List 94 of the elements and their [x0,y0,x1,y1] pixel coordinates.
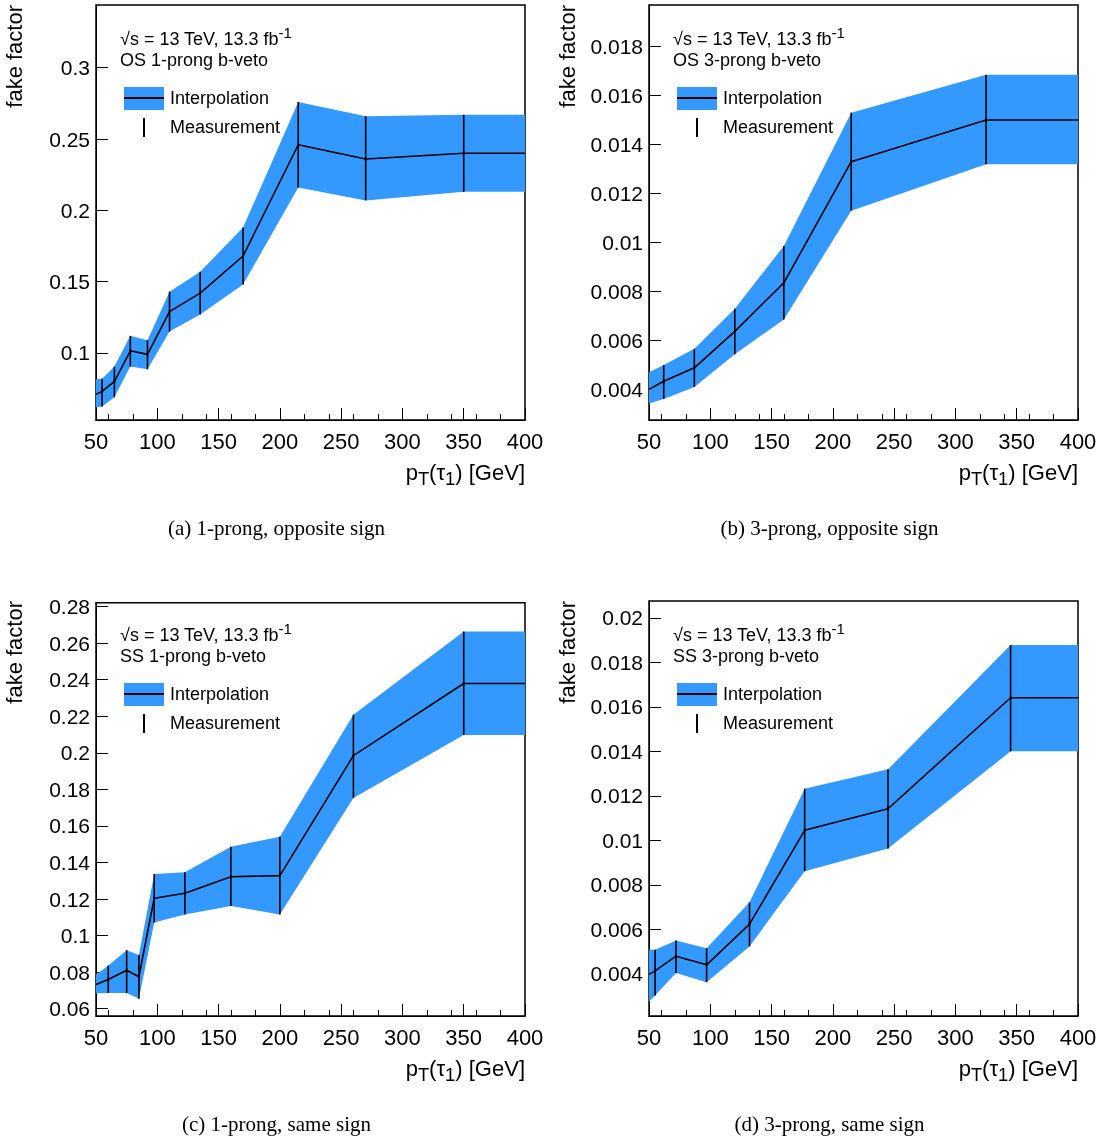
text: (d) 3-prong, same sign [733,1112,926,1136]
x-tick-label: 200 [261,428,299,454]
y-tick-label: 0.004 [590,377,644,401]
x-tick-label: 150 [200,428,237,454]
x-tick-label: 50 [636,428,662,454]
y-tick-label: 0.006 [590,328,643,352]
y-tick-label: 0.08 [49,960,90,984]
annotation: SS 1-prong b-veto [120,646,267,666]
legend-label: Interpolation [723,88,823,109]
x-tick-label: 250 [875,1024,913,1050]
y-tick-label: 0.12 [49,887,90,911]
annotation: SS 3-prong b-veto [673,646,820,666]
x-axis-title: p$_{T}$(τ$_{1}$) [GeV] [405,460,525,490]
x-tick-label: 250 [322,1024,360,1050]
y-tick-label: 0.016 [590,695,643,719]
y-tick-label: 0.26 [49,631,90,655]
x-tick-label: 50 [636,1024,662,1050]
x-tick-label: 100 [691,428,729,454]
y-tick-label: 0.14 [49,850,91,874]
y-tick-label: 0.1 [60,924,90,948]
annotation: √s = 13 TeV, 13.3 fb$^{-1}$ [120,620,292,645]
y-tick-label: 0.008 [590,279,643,303]
y-tick-label: 0.24 [49,668,91,692]
y-tick-label: 0.22 [49,704,90,728]
y-tick-label: 0.02 [602,606,643,630]
x-tick-label: 150 [753,428,790,454]
y-tick-label: 0.18 [49,777,90,801]
y-tick-label: 0.25 [49,127,90,151]
x-tick-label: 300 [384,428,421,454]
annotation: OS 1-prong b-veto [120,50,269,70]
x-tick-label: 100 [691,1024,729,1050]
y-tick-label: 0.01 [602,828,643,852]
x-tick-label: 200 [261,1024,299,1050]
legend-label: Interpolation [170,684,270,705]
x-tick-label: 150 [753,1024,790,1050]
text: (a) 1-prong, opposite sign [167,516,386,540]
x-tick-label: 400 [506,428,544,454]
legend-label: Interpolation [170,88,270,109]
x-tick-label: 300 [384,1024,421,1050]
annotation: OS 3-prong b-veto [673,50,822,70]
x-tick-label: 50 [83,1024,109,1050]
x-tick-label: 250 [322,428,360,454]
legend-label: Interpolation [723,684,823,705]
y-tick-label: 0.004 [590,962,644,986]
x-tick-label: 200 [814,1024,852,1050]
x-tick-label: 100 [138,1024,176,1050]
annotation: √s = 13 TeV, 13.3 fb$^{-1}$ [120,24,292,49]
legend-label: Measurement [723,713,834,734]
y-tick-label: 0.012 [590,784,643,808]
x-tick-label: 400 [1059,428,1097,454]
x-tick-label: 400 [506,1024,544,1050]
x-axis-title: p$_{T}$(τ$_{1}$) [GeV] [958,460,1078,490]
y-tick-label: 0.008 [590,873,643,897]
y-tick-label: 0.1 [60,341,90,365]
x-tick-label: 200 [814,428,852,454]
text: (b) 3-prong, opposite sign [719,516,940,540]
x-axis-title: p$_{T}$(τ$_{1}$) [GeV] [405,1056,525,1086]
y-tick-label: 0.3 [60,56,90,80]
x-tick-label: 400 [1059,1024,1097,1050]
annotation: √s = 13 TeV, 13.3 fb$^{-1}$ [673,620,845,645]
legend-label: Measurement [170,713,281,734]
x-tick-label: 50 [83,428,109,454]
y-axis-title: fake factor [555,601,580,704]
y-tick-label: 0.06 [49,997,90,1021]
x-axis-title: p$_{T}$(τ$_{1}$) [GeV] [958,1056,1078,1086]
y-tick-label: 0.2 [60,198,90,222]
y-tick-label: 0.006 [590,917,643,941]
y-tick-label: 0.018 [590,35,643,59]
y-tick-label: 0.016 [590,84,643,108]
legend-label: Measurement [723,117,834,138]
x-tick-label: 350 [445,428,483,454]
x-tick-label: 100 [138,428,176,454]
y-tick-label: 0.2 [60,741,90,765]
annotation: √s = 13 TeV, 13.3 fb$^{-1}$ [673,24,845,49]
y-tick-label: 0.012 [590,182,643,206]
x-tick-label: 300 [937,428,974,454]
text: (c) 1-prong, same sign [181,1112,372,1136]
x-tick-label: 300 [937,1024,974,1050]
y-tick-label: 0.01 [602,230,643,254]
y-tick-label: 0.15 [49,270,90,294]
x-tick-label: 350 [998,428,1036,454]
y-tick-label: 0.014 [590,133,644,157]
y-axis-title: fake factor [555,5,580,108]
y-axis-title: fake factor [2,5,27,108]
y-axis-title: fake factor [2,601,27,704]
x-tick-label: 250 [875,428,913,454]
y-tick-label: 0.018 [590,650,643,674]
x-tick-label: 350 [998,1024,1036,1050]
x-tick-label: 350 [445,1024,483,1050]
y-tick-label: 0.014 [590,739,644,763]
x-tick-label: 150 [200,1024,237,1050]
y-tick-label: 0.16 [49,814,90,838]
legend-label: Measurement [170,117,281,138]
y-tick-label: 0.28 [49,595,90,618]
